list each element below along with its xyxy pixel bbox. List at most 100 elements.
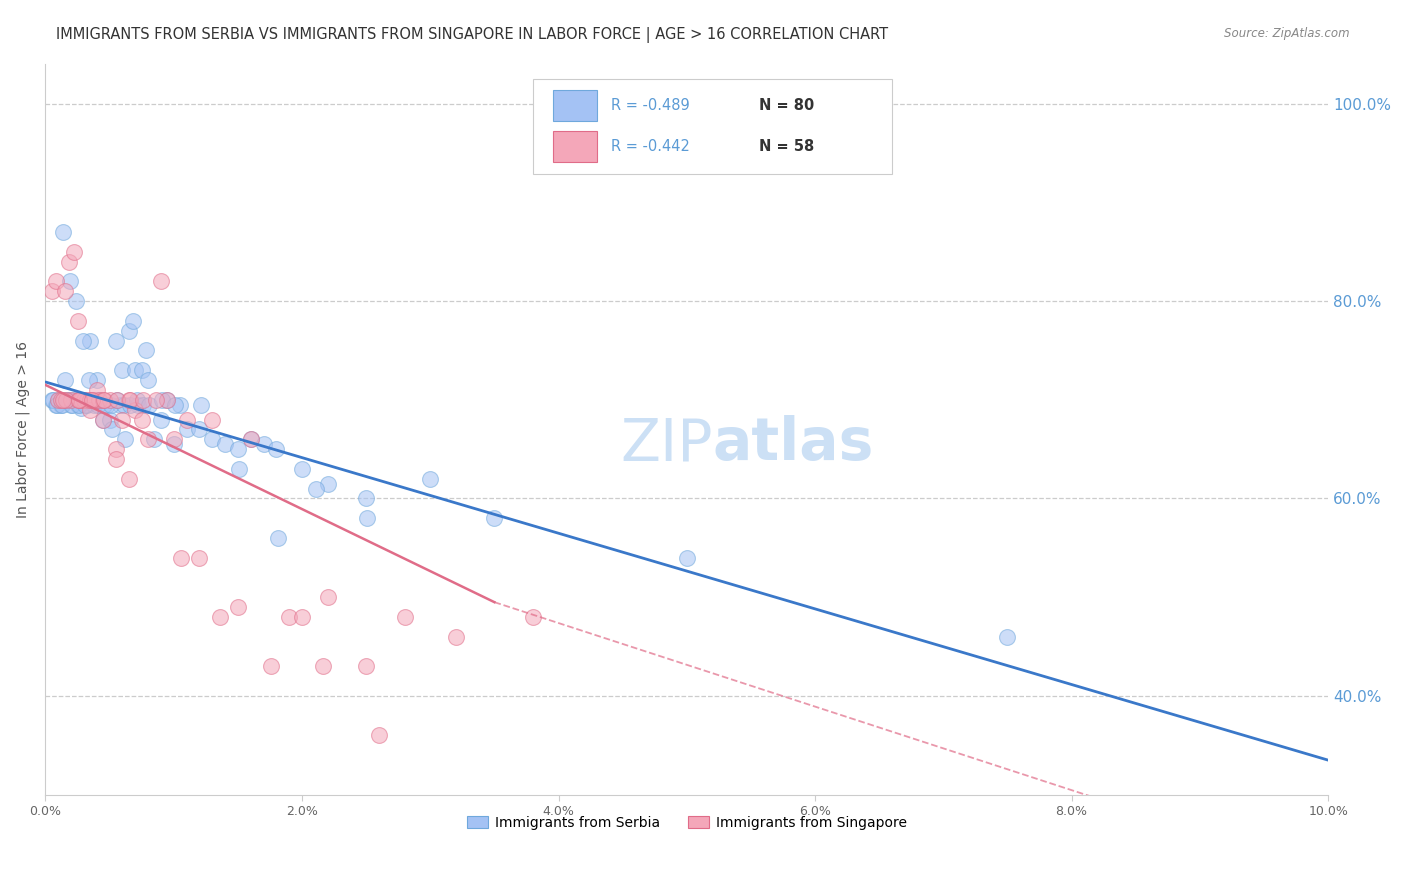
- Point: [176, 412, 198, 426]
- Point: [53, 373, 76, 387]
- FancyBboxPatch shape: [533, 78, 891, 174]
- Point: [96, 398, 118, 412]
- Point: [226, 442, 249, 457]
- Point: [239, 432, 262, 446]
- Point: [120, 398, 142, 412]
- Point: [105, 442, 128, 457]
- Point: [136, 373, 159, 387]
- Point: [59, 274, 82, 288]
- Point: [76, 398, 98, 412]
- Text: N = 80: N = 80: [759, 98, 814, 113]
- Point: [208, 610, 231, 624]
- Point: [266, 531, 288, 545]
- Point: [91, 392, 114, 407]
- Point: [143, 432, 166, 446]
- Point: [49, 392, 72, 407]
- FancyBboxPatch shape: [554, 131, 598, 162]
- Point: [150, 392, 173, 407]
- Point: [46, 398, 69, 412]
- Point: [52, 392, 75, 407]
- Point: [354, 659, 377, 673]
- Point: [86, 383, 108, 397]
- Point: [522, 610, 544, 624]
- Point: [83, 392, 105, 407]
- Point: [108, 398, 131, 412]
- Point: [80, 392, 103, 407]
- Point: [72, 334, 94, 348]
- Point: [228, 462, 250, 476]
- Text: ZIP: ZIP: [620, 416, 713, 473]
- Point: [51, 398, 73, 412]
- Point: [121, 314, 143, 328]
- Point: [156, 392, 179, 407]
- Point: [112, 398, 135, 412]
- Point: [41, 392, 63, 407]
- Point: [291, 610, 314, 624]
- Point: [484, 511, 506, 525]
- Point: [105, 392, 128, 407]
- Point: [73, 392, 96, 407]
- Point: [93, 392, 115, 407]
- Point: [170, 550, 193, 565]
- Point: [45, 398, 67, 412]
- Point: [114, 432, 136, 446]
- Point: [52, 225, 75, 239]
- Point: [80, 392, 103, 407]
- Point: [394, 610, 416, 624]
- Point: [70, 401, 93, 415]
- Point: [98, 412, 121, 426]
- Y-axis label: In Labor Force | Age > 16: In Labor Force | Age > 16: [15, 341, 30, 518]
- Point: [105, 392, 128, 407]
- Point: [252, 437, 274, 451]
- FancyBboxPatch shape: [554, 90, 598, 121]
- Point: [76, 392, 98, 407]
- Text: IMMIGRANTS FROM SERBIA VS IMMIGRANTS FROM SINGAPORE IN LABOR FORCE | AGE > 16 CO: IMMIGRANTS FROM SERBIA VS IMMIGRANTS FRO…: [56, 27, 889, 43]
- Point: [41, 284, 63, 298]
- Point: [124, 402, 146, 417]
- Point: [239, 432, 262, 446]
- Point: [70, 392, 93, 407]
- Point: [316, 591, 339, 605]
- Point: [145, 392, 167, 407]
- Point: [132, 392, 155, 407]
- Point: [190, 398, 212, 412]
- Text: R = -0.489: R = -0.489: [612, 98, 690, 113]
- Point: [127, 398, 149, 412]
- Point: [118, 472, 141, 486]
- Point: [419, 472, 441, 486]
- Point: [214, 437, 236, 451]
- Point: [188, 422, 211, 436]
- Point: [163, 437, 186, 451]
- Point: [997, 630, 1019, 644]
- Point: [83, 398, 105, 412]
- Point: [45, 274, 67, 288]
- Point: [55, 392, 77, 407]
- Point: [132, 398, 155, 412]
- Point: [105, 334, 128, 348]
- Point: [87, 398, 110, 412]
- Point: [62, 392, 84, 407]
- Point: [266, 442, 288, 457]
- Point: [201, 432, 224, 446]
- Point: [149, 412, 172, 426]
- Point: [111, 412, 134, 426]
- Point: [226, 600, 249, 615]
- Point: [46, 392, 69, 407]
- Point: [73, 392, 96, 407]
- Point: [53, 284, 76, 298]
- Point: [62, 244, 84, 259]
- Point: [120, 392, 142, 407]
- Point: [66, 314, 89, 328]
- Point: [49, 398, 72, 412]
- Point: [58, 392, 80, 407]
- Point: [55, 392, 77, 407]
- Point: [105, 452, 128, 467]
- Point: [444, 630, 467, 644]
- Point: [60, 392, 83, 407]
- Point: [136, 432, 159, 446]
- Point: [89, 392, 111, 407]
- Point: [75, 398, 97, 412]
- Point: [60, 398, 83, 412]
- Text: Source: ZipAtlas.com: Source: ZipAtlas.com: [1225, 27, 1350, 40]
- Point: [65, 293, 87, 308]
